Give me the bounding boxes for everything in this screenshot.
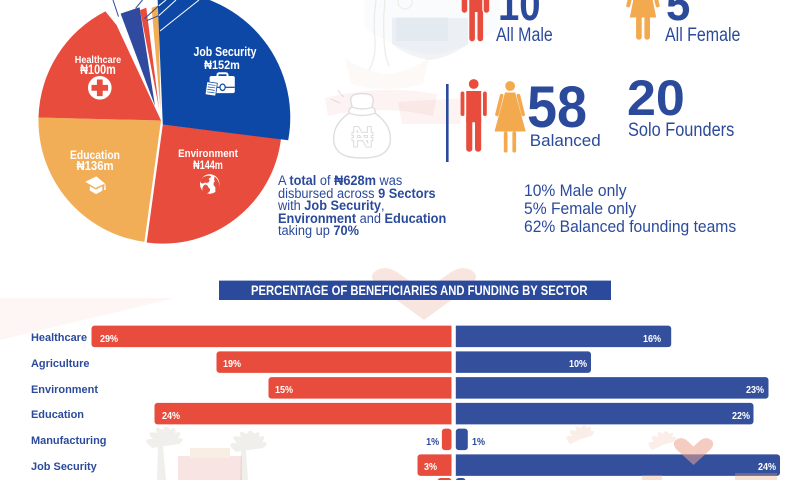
svg-text:₦: ₦	[352, 121, 374, 154]
